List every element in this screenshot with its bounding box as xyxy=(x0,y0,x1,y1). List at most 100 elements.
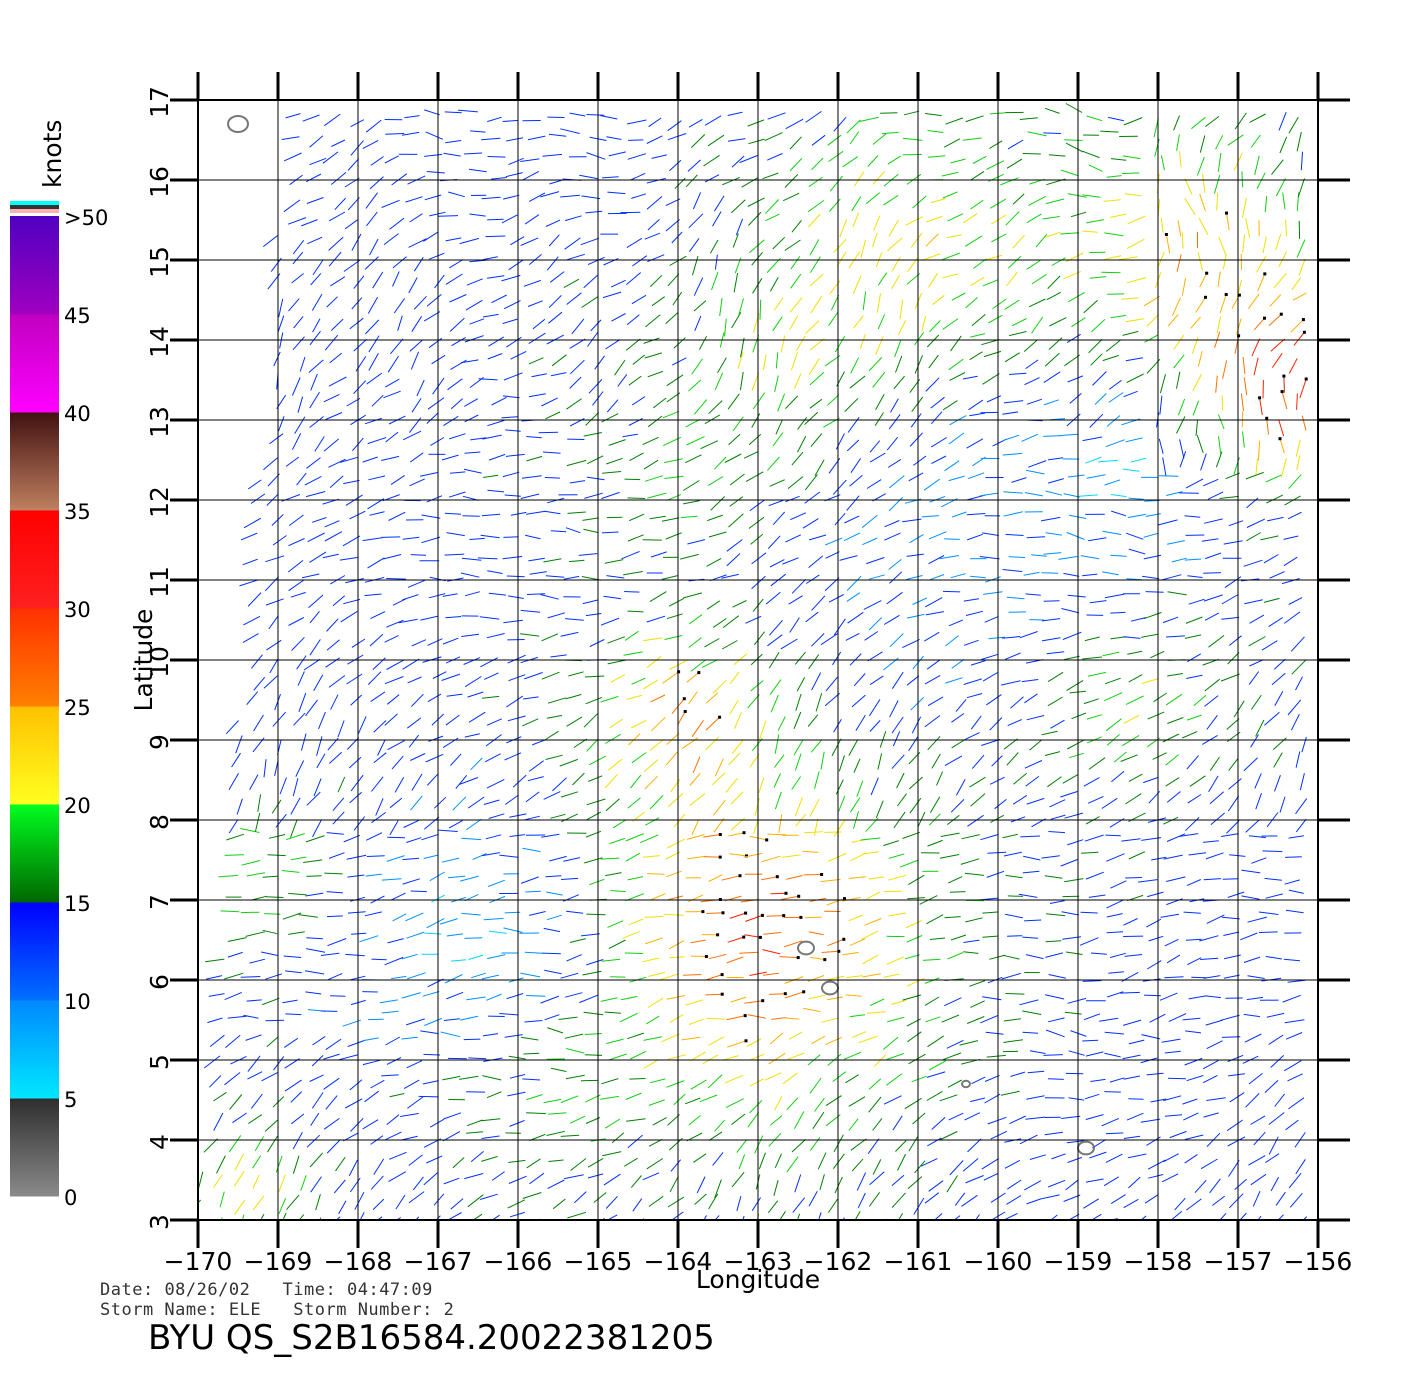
wind-vector xyxy=(665,751,678,766)
wind-vector xyxy=(444,111,462,114)
wind-vector xyxy=(731,739,744,755)
rain-flag-marker xyxy=(683,710,687,713)
wind-vector xyxy=(367,671,382,685)
wind-vector xyxy=(1266,418,1269,435)
wind-vector xyxy=(292,1132,303,1150)
wind-vector xyxy=(1066,333,1081,344)
wind-vector xyxy=(245,1034,262,1041)
wind-vector xyxy=(310,1112,320,1126)
wind-vector xyxy=(294,416,306,434)
wind-vector xyxy=(547,612,566,619)
wind-vector xyxy=(809,798,820,817)
wind-vector xyxy=(666,870,682,878)
wind-vector xyxy=(1288,474,1302,489)
wind-vector xyxy=(714,372,724,391)
wind-vector xyxy=(1167,314,1179,327)
wind-vector xyxy=(1275,1191,1286,1206)
wind-vector xyxy=(967,1016,985,1024)
wind-vector xyxy=(353,338,368,352)
wind-vector xyxy=(1138,879,1158,883)
wind-vector xyxy=(1227,652,1240,665)
wind-vector xyxy=(1219,495,1239,499)
wind-vector xyxy=(1143,777,1158,784)
rain-flag-marker xyxy=(842,937,846,941)
wind-vector xyxy=(1007,935,1023,937)
wind-vector xyxy=(1045,1029,1065,1038)
wind-vector xyxy=(624,952,644,954)
wind-vector xyxy=(963,678,982,685)
wind-vector xyxy=(549,855,567,862)
wind-vector xyxy=(283,152,302,162)
wind-vector xyxy=(1018,893,1038,898)
wind-vector xyxy=(482,1075,502,1081)
wind-vector xyxy=(1186,879,1202,887)
wind-vector xyxy=(1010,1071,1026,1077)
wind-vector xyxy=(666,838,685,849)
wind-vector xyxy=(1283,556,1298,567)
wind-vector xyxy=(714,758,724,777)
wind-vector xyxy=(424,932,442,935)
wind-vector xyxy=(1124,954,1143,957)
wind-vector xyxy=(1012,794,1028,805)
wind-vector xyxy=(645,817,660,826)
wind-vector xyxy=(714,456,727,470)
wind-vector xyxy=(470,757,483,771)
wind-vector xyxy=(810,296,823,314)
wind-vector xyxy=(300,733,307,751)
wind-vector xyxy=(252,1174,260,1189)
wind-vector xyxy=(950,799,965,813)
wind-vector xyxy=(420,615,439,621)
wind-vector xyxy=(965,235,983,247)
wind-vector xyxy=(1187,653,1202,663)
wind-vector xyxy=(429,871,445,882)
wind-vector xyxy=(728,433,741,446)
wind-vector xyxy=(383,233,399,245)
wind-vector xyxy=(728,752,741,766)
wind-vector xyxy=(887,1016,905,1023)
wind-vector xyxy=(349,1079,363,1091)
wind-vector xyxy=(275,1155,283,1173)
wind-vector xyxy=(664,475,684,479)
wind-vector xyxy=(1281,578,1300,585)
wind-vector xyxy=(312,1035,326,1046)
wind-vector xyxy=(401,953,418,960)
wind-vector xyxy=(811,595,826,611)
wind-vector xyxy=(846,439,860,452)
storm-number-label: Storm Number: xyxy=(293,1300,433,1320)
wind-vector xyxy=(1143,612,1162,620)
wind-vector xyxy=(821,950,839,953)
wind-vector xyxy=(1299,378,1307,399)
wind-vector xyxy=(450,398,463,410)
wind-vector xyxy=(1007,895,1023,897)
wind-vector xyxy=(627,497,646,499)
rain-flag-marker xyxy=(745,854,748,858)
wind-vector xyxy=(1047,1078,1064,1080)
wind-vector xyxy=(584,492,603,499)
wind-vector xyxy=(525,890,541,893)
wind-vector xyxy=(991,755,1003,767)
wind-vector xyxy=(949,372,966,381)
wind-vector xyxy=(825,676,838,692)
wind-vector xyxy=(965,917,983,923)
rain-flag-marker xyxy=(1280,390,1284,394)
wind-vector xyxy=(730,199,746,214)
wind-vector xyxy=(748,433,762,446)
wind-vector xyxy=(706,912,724,914)
wind-vector xyxy=(1190,316,1201,329)
wind-vector xyxy=(323,1077,340,1090)
wind-vector xyxy=(1128,773,1143,782)
wind-vector xyxy=(732,600,747,608)
wind-vector xyxy=(631,294,647,305)
wind-vector xyxy=(1204,612,1220,621)
wind-vector xyxy=(503,927,523,933)
wind-vector xyxy=(330,694,339,710)
wind-vector xyxy=(466,278,483,286)
wind-vector xyxy=(362,1037,379,1042)
wind-vector xyxy=(1242,198,1247,218)
wind-vector xyxy=(582,599,599,605)
wind-vector xyxy=(448,191,465,198)
wind-vector xyxy=(775,352,779,369)
wind-vector xyxy=(1202,173,1206,193)
wind-vector xyxy=(989,776,1005,785)
wind-vector xyxy=(768,1052,786,1065)
